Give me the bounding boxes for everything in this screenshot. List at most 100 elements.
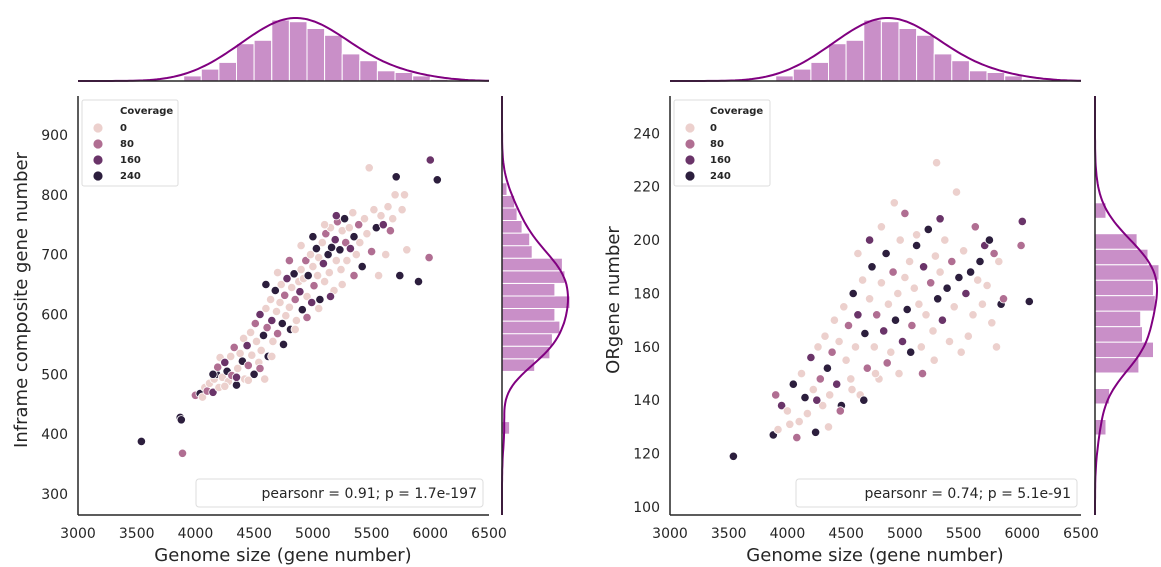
data-point [894,368,904,379]
y-histogram-bar [1094,295,1156,312]
data-point [317,238,327,248]
y-histogram-bar [501,295,571,309]
data-point [853,248,863,259]
data-point [336,264,346,275]
data-point [261,303,271,314]
scatter-points [136,155,442,458]
x-tick-labels: 3000 3500 4000 4500 5000 5500 6000 6500 [60,526,507,542]
legend-label-2: 160 [710,155,731,166]
data-point [841,355,851,365]
legend-swatch-1 [684,138,696,150]
y-tick-label: 600 [41,307,68,323]
data-point [177,448,188,458]
y-tick-label: 300 [41,487,68,503]
x-tick-label: 3000 [652,526,688,542]
data-point [326,242,337,252]
y-tick-label: 160 [633,340,660,356]
legend-swatch-3 [92,170,104,182]
data-point [376,211,386,221]
legend-label-0: 0 [710,123,717,134]
data-point [302,291,312,302]
y-tick-label: 180 [633,286,660,302]
data-point [308,232,318,242]
data-point [213,362,223,372]
data-point [998,294,1009,304]
data-point [349,270,359,281]
data-point [265,294,276,305]
y-tick-label: 140 [633,393,660,409]
data-point [301,255,311,266]
x-tick-label: 6000 [1004,526,1040,542]
x-axis-title: Genome size (gene number) [154,545,411,566]
y-tick-label: 400 [41,427,68,443]
data-point [808,384,818,395]
data-point [312,270,323,281]
data-point [277,318,287,329]
y-tick-label: 700 [41,248,68,264]
data-point [921,310,931,320]
stat-annotation: pearsonr = 0.91; p = 1.7e-197 [195,478,484,508]
legend-swatch-0 [684,122,696,134]
data-point [1024,296,1034,307]
data-point [935,214,945,224]
data-point [785,419,795,429]
data-point [987,318,997,328]
data-point [341,238,351,248]
data-point [296,264,306,275]
data-point [848,288,858,299]
x-histogram-bar [775,75,794,82]
data-point [282,273,292,284]
y-marginal-histogram [501,182,571,435]
data-point [776,400,787,411]
data-point [208,369,218,379]
data-point [229,342,239,352]
x-tick-label: 6000 [412,526,448,542]
y-histogram-bar [501,282,556,297]
data-point [782,406,793,416]
y-histogram-bar [501,308,556,322]
x-histogram-bar [236,43,255,82]
data-point [940,235,950,245]
data-point [276,279,286,290]
legend-label-1: 80 [120,139,134,150]
data-point [965,267,976,277]
x-tick-label: 4000 [178,526,214,542]
data-point [916,342,926,352]
data-point [220,357,230,367]
data-point [290,294,300,305]
legend-title: Coverage [120,106,173,117]
y-histogram-bar [1094,264,1160,281]
data-point [239,333,249,343]
data-point [309,281,319,291]
data-point [968,310,978,320]
data-point [249,369,259,379]
x-marginal-histogram [775,19,1041,82]
joint-plot-left: 3000 3500 4000 4500 5000 5500 6000 6500 3004005… [11,17,571,566]
data-point [773,424,783,435]
stat-box [795,478,1078,508]
data-point [825,390,835,400]
x-tick-label: 4500 [828,526,864,542]
x-histogram-bar [376,70,396,82]
data-point [295,287,305,297]
data-point [982,280,992,291]
data-point [278,339,289,349]
data-point [989,248,999,259]
y-histogram-bar [501,245,533,259]
legend-label-0: 0 [120,123,127,134]
data-point [342,255,352,266]
data-point [272,328,283,339]
data-point [827,347,837,357]
data-point [337,279,347,290]
data-point [136,436,146,446]
data-point [250,318,260,329]
data-point [928,326,938,336]
data-point [243,375,253,385]
data-point [850,342,861,352]
x-tick-label: 3000 [60,526,96,542]
data-point [272,267,283,278]
data-point [319,220,330,230]
data-point [321,229,331,239]
data-point [870,368,881,379]
data-point [1016,240,1026,251]
